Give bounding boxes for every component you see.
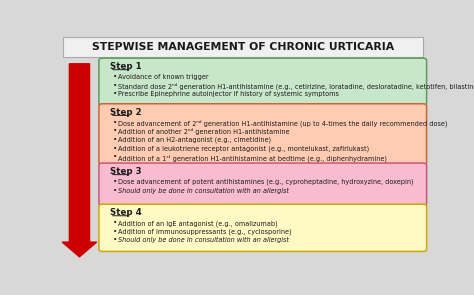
Text: Step 2: Step 2: [110, 108, 142, 117]
Text: •: •: [113, 145, 117, 152]
Text: Step 4: Step 4: [110, 208, 142, 217]
Text: •: •: [113, 74, 117, 80]
Text: Step 1: Step 1: [110, 62, 142, 71]
Text: Addition of an H2-antagonist (e.g., cimetidine): Addition of an H2-antagonist (e.g., cime…: [118, 137, 271, 143]
Text: •: •: [113, 220, 117, 226]
FancyBboxPatch shape: [63, 37, 423, 57]
FancyArrow shape: [62, 64, 97, 257]
Text: Addition of a leukotriene receptor antagonist (e.g., montelukast, zafirlukast): Addition of a leukotriene receptor antag…: [118, 145, 369, 152]
Text: Dose advancement of 2ⁿᵈ generation H1-antihistamine (up to 4-times the daily rec: Dose advancement of 2ⁿᵈ generation H1-an…: [118, 120, 447, 127]
Text: Step 3: Step 3: [110, 167, 142, 176]
Text: •: •: [113, 120, 117, 126]
Text: •: •: [113, 229, 117, 235]
Text: •: •: [113, 91, 117, 97]
Text: Should only be done in consultation with an allergist: Should only be done in consultation with…: [118, 237, 289, 243]
Text: •: •: [113, 188, 117, 194]
Text: •: •: [113, 83, 117, 88]
Text: •: •: [113, 179, 117, 185]
Text: Dose advancement of potent antihistamines (e.g., cyproheptadine, hydroxyzine, do: Dose advancement of potent antihistamine…: [118, 179, 413, 186]
Text: •: •: [113, 128, 117, 134]
Text: Prescribe Epinephrine autoinjector if history of systemic symptoms: Prescribe Epinephrine autoinjector if hi…: [118, 91, 339, 97]
Text: •: •: [113, 137, 117, 143]
FancyBboxPatch shape: [99, 204, 427, 251]
Text: Addition of immunosuppressants (e.g., cyclosporine): Addition of immunosuppressants (e.g., cy…: [118, 229, 292, 235]
Text: Addition of a 1ˢᵗ generation H1-antihistamine at bedtime (e.g., diphenhydramine): Addition of a 1ˢᵗ generation H1-antihist…: [118, 154, 387, 162]
FancyBboxPatch shape: [99, 163, 427, 206]
Text: Standard dose 2ⁿᵈ generation H1-antihistamine (e.g., cetirizine, loratadine, des: Standard dose 2ⁿᵈ generation H1-antihist…: [118, 83, 474, 90]
Text: STEPWISE MANAGEMENT OF CHRONIC URTICARIA: STEPWISE MANAGEMENT OF CHRONIC URTICARIA: [92, 42, 394, 52]
Text: Should only be done in consultation with an allergist: Should only be done in consultation with…: [118, 188, 289, 194]
Text: Avoidance of known trigger: Avoidance of known trigger: [118, 74, 209, 80]
Text: •: •: [113, 237, 117, 243]
Text: Addition of another 2ⁿᵈ generation H1-antihistamine: Addition of another 2ⁿᵈ generation H1-an…: [118, 128, 290, 135]
Text: Addition of an IgE antagonist (e.g., omalizumab): Addition of an IgE antagonist (e.g., oma…: [118, 220, 278, 227]
FancyBboxPatch shape: [99, 104, 427, 165]
Text: •: •: [113, 154, 117, 160]
FancyBboxPatch shape: [99, 58, 427, 105]
